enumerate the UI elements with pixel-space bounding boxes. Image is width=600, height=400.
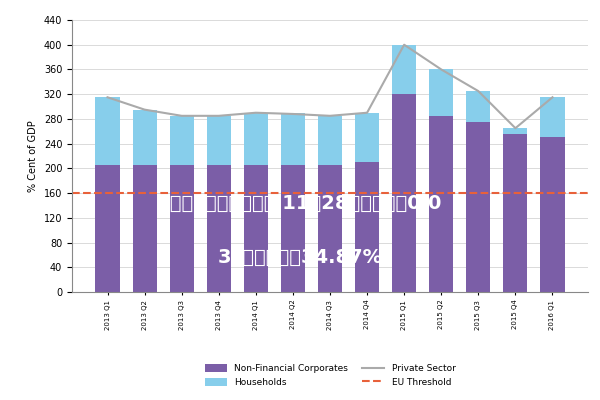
Bar bbox=[392, 45, 416, 94]
Bar bbox=[429, 116, 453, 292]
Bar bbox=[318, 165, 342, 292]
Bar bbox=[466, 122, 490, 292]
Bar bbox=[392, 94, 416, 292]
Bar bbox=[95, 97, 119, 165]
Bar bbox=[244, 113, 268, 165]
Text: 3，转股溢价率34.87%: 3，转股溢价率34.87% bbox=[217, 248, 383, 267]
Text: 小额股票质押线下配资 11月28日柳药转偦0.0: 小额股票质押线下配资 11月28日柳药转偦0.0 bbox=[158, 194, 442, 212]
Bar bbox=[207, 116, 231, 165]
Bar bbox=[170, 116, 194, 165]
Bar bbox=[170, 165, 194, 292]
Bar bbox=[355, 162, 379, 292]
Bar bbox=[318, 116, 342, 165]
Bar bbox=[429, 70, 453, 116]
Bar bbox=[281, 113, 305, 165]
Bar bbox=[281, 165, 305, 292]
Bar bbox=[466, 91, 490, 122]
Bar bbox=[207, 165, 231, 292]
Bar bbox=[244, 165, 268, 292]
Bar bbox=[95, 165, 119, 292]
Bar bbox=[355, 113, 379, 162]
Bar bbox=[541, 138, 565, 292]
Bar bbox=[133, 110, 157, 165]
Bar bbox=[503, 134, 527, 292]
Bar bbox=[133, 165, 157, 292]
Bar bbox=[503, 128, 527, 134]
Y-axis label: % Cent of GDP: % Cent of GDP bbox=[28, 120, 38, 192]
Legend: Non-Financial Corporates, Households, Private Sector, EU Threshold: Non-Financial Corporates, Households, Pr… bbox=[200, 360, 460, 392]
Bar bbox=[541, 97, 565, 138]
